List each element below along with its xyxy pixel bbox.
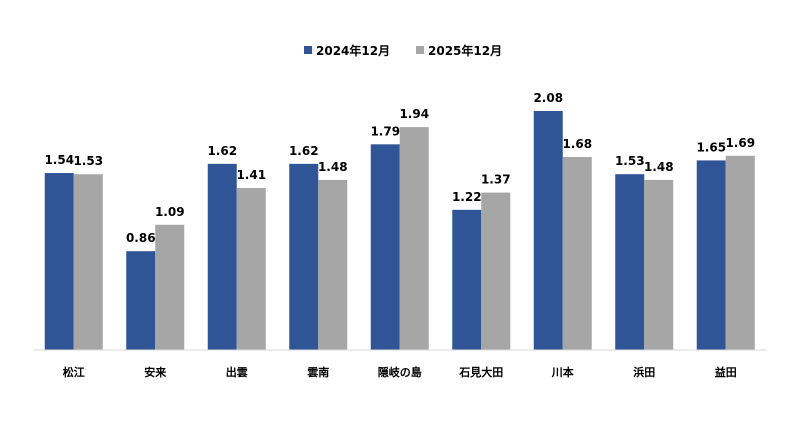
bar-2024-6: [533, 111, 563, 350]
data-label: 1.09: [155, 205, 185, 219]
data-label: 1.62: [207, 144, 237, 158]
x-tick-label: 石見大田: [458, 365, 503, 379]
x-tick-label: 浜田: [633, 365, 655, 379]
data-label: 0.86: [126, 231, 156, 245]
bar-2024-8: [696, 160, 726, 350]
data-label: 1.41: [236, 168, 266, 182]
x-tick-label: 益田: [715, 365, 737, 379]
legend-swatch-2024: [304, 46, 312, 54]
data-label: 1.69: [725, 136, 755, 150]
x-tick-label: 出雲: [226, 365, 248, 379]
bar-2024-0: [44, 173, 74, 350]
data-label: 1.53: [73, 154, 103, 168]
data-label: 1.48: [318, 160, 348, 174]
data-label: 1.54: [44, 153, 74, 167]
bar-2025-1: [155, 224, 185, 350]
x-tick-label: 川本: [551, 365, 574, 379]
data-label: 1.68: [562, 137, 592, 151]
bar-2025-2: [236, 187, 266, 350]
data-label: 1.37: [481, 173, 511, 187]
bar-2024-7: [615, 174, 645, 350]
bar-2024-2: [207, 163, 237, 350]
bar-2025-6: [562, 156, 592, 350]
x-tick-label: 安来: [144, 365, 167, 379]
bar-2025-3: [318, 179, 348, 350]
bar-2025-7: [644, 179, 674, 350]
legend: 2024年12月 2025年12月: [304, 43, 502, 58]
data-label: 1.62: [289, 144, 319, 158]
bar-2024-3: [289, 163, 319, 350]
x-tick-label: 隠岐の島: [378, 365, 422, 379]
data-label: 1.53: [615, 154, 645, 168]
legend-swatch-2025: [416, 46, 424, 54]
x-tick-label: 雲南: [307, 365, 329, 379]
bar-2024-1: [126, 251, 156, 350]
legend-label-2024: 2024年12月: [316, 43, 390, 58]
bar-2025-4: [399, 127, 429, 350]
data-label: 1.94: [399, 107, 429, 121]
legend-label-2025: 2025年12月: [428, 43, 502, 58]
bar-2025-5: [481, 192, 511, 350]
bar-2024-5: [452, 209, 482, 350]
bar-2025-0: [73, 174, 103, 350]
data-label: 1.65: [696, 140, 726, 154]
bar-2025-8: [725, 155, 755, 350]
x-tick-label: 松江: [63, 365, 85, 379]
data-label: 1.48: [644, 160, 674, 174]
bar-2024-4: [370, 144, 400, 350]
data-label: 2.08: [533, 91, 563, 105]
data-label: 1.79: [370, 124, 400, 138]
data-label: 1.22: [452, 190, 482, 204]
